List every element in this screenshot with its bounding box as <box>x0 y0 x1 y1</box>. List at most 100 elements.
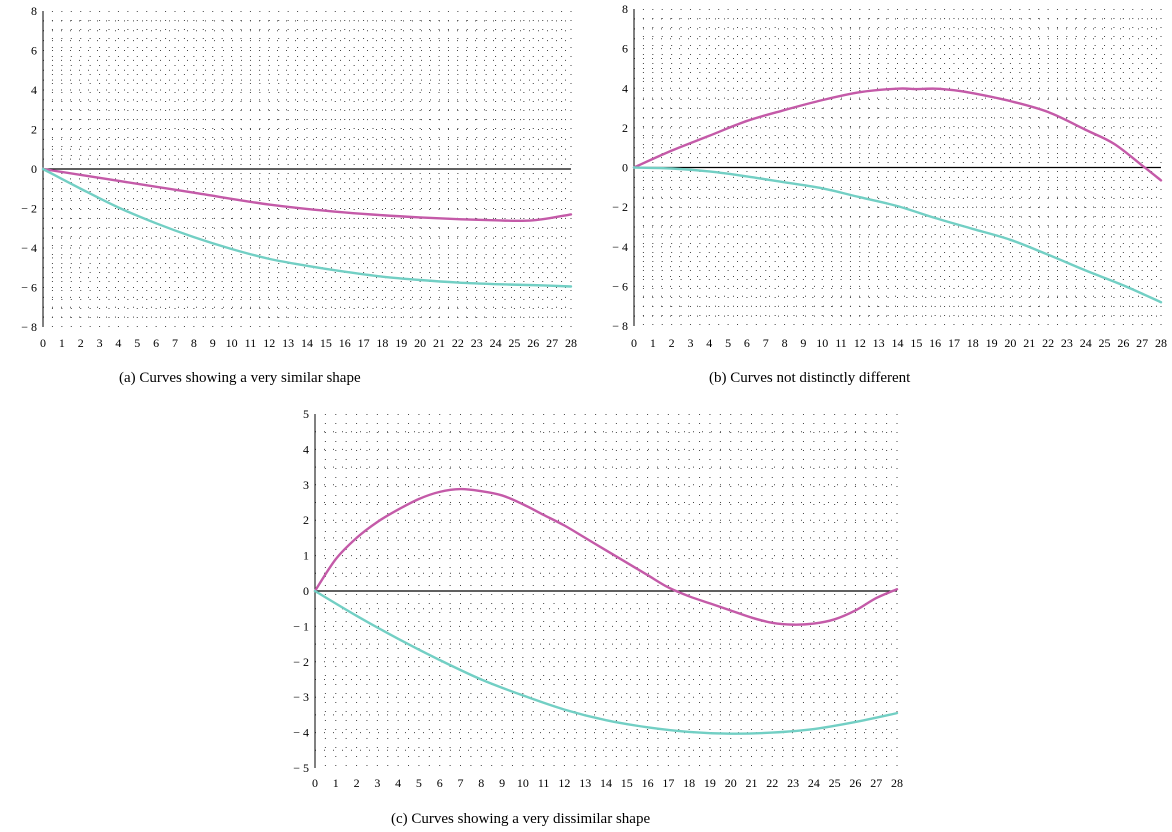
series-line-2 <box>632 166 1163 304</box>
x-tick-label: 1 <box>59 336 65 350</box>
x-tick-label: 22 <box>1042 336 1054 350</box>
series-line-1 <box>313 487 899 626</box>
y-tick-label: − 4 <box>21 241 37 255</box>
x-tick-label: 10 <box>226 336 238 350</box>
x-tick-label: 20 <box>1004 336 1016 350</box>
y-tick-label: 2 <box>303 513 309 527</box>
x-tick-label: 18 <box>683 776 695 790</box>
x-tick-label: 5 <box>134 336 140 350</box>
x-tick-label: 20 <box>725 776 737 790</box>
y-tick-label: − 8 <box>612 319 628 333</box>
y-tick-label: − 2 <box>21 202 37 216</box>
y-tick-label: − 2 <box>612 200 628 214</box>
x-tick-label: 25 <box>829 776 841 790</box>
x-tick-label: 14 <box>301 336 313 350</box>
x-tick-label: 10 <box>517 776 529 790</box>
y-tick-label: − 2 <box>293 655 309 669</box>
y-tick-label: 4 <box>303 442 309 456</box>
y-tick-label: − 3 <box>293 690 309 704</box>
y-tick-label: 0 <box>31 162 37 176</box>
x-tick-label: 17 <box>358 336 370 350</box>
x-tick-label: 24 <box>490 336 502 350</box>
series-line-2 <box>41 167 573 288</box>
x-tick-label: 8 <box>782 336 788 350</box>
x-tick-label: 19 <box>395 336 407 350</box>
y-tick-label: 4 <box>622 81 628 95</box>
x-tick-label: 3 <box>374 776 380 790</box>
x-tick-label: 26 <box>849 776 861 790</box>
y-tick-label: 6 <box>622 42 628 56</box>
x-tick-label: 27 <box>870 776 882 790</box>
x-tick-label: 16 <box>642 776 654 790</box>
x-tick-label: 15 <box>320 336 332 350</box>
x-tick-label: 23 <box>471 336 483 350</box>
y-tick-label: − 6 <box>21 281 37 295</box>
x-tick-label: 18 <box>967 336 979 350</box>
x-tick-label: 3 <box>97 336 103 350</box>
x-tick-label: 15 <box>910 336 922 350</box>
x-tick-label: 4 <box>395 776 401 790</box>
y-tick-label: 0 <box>303 584 309 598</box>
x-tick-label: 10 <box>816 336 828 350</box>
y-tick-label: 8 <box>31 4 37 18</box>
x-tick-label: 15 <box>621 776 633 790</box>
x-tick-label: 9 <box>800 336 806 350</box>
y-tick-label: 0 <box>622 161 628 175</box>
x-tick-label: 21 <box>433 336 445 350</box>
x-tick-label: 5 <box>725 336 731 350</box>
x-tick-label: 16 <box>929 336 941 350</box>
y-tick-label: 4 <box>31 83 37 97</box>
x-tick-label: 23 <box>1061 336 1073 350</box>
x-tick-label: 25 <box>508 336 520 350</box>
x-tick-label: 27 <box>1136 336 1148 350</box>
x-tick-label: 4 <box>115 336 121 350</box>
y-tick-label: − 6 <box>612 279 628 293</box>
x-tick-label: 23 <box>787 776 799 790</box>
x-tick-label: 7 <box>763 336 769 350</box>
x-tick-label: 25 <box>1099 336 1111 350</box>
x-tick-label: 28 <box>565 336 577 350</box>
x-tick-label: 12 <box>263 336 275 350</box>
x-tick-label: 2 <box>669 336 675 350</box>
y-tick-label: − 4 <box>293 726 309 740</box>
x-tick-label: 21 <box>746 776 758 790</box>
y-tick-label: − 1 <box>293 619 309 633</box>
chart-caption: (b) Curves not distinctly different <box>709 370 911 386</box>
x-tick-label: 0 <box>40 336 46 350</box>
x-tick-label: 6 <box>153 336 159 350</box>
x-tick-label: 1 <box>650 336 656 350</box>
x-tick-label: 4 <box>706 336 712 350</box>
x-tick-label: 14 <box>600 776 612 790</box>
x-tick-label: 17 <box>662 776 674 790</box>
x-tick-label: 5 <box>416 776 422 790</box>
y-tick-label: 8 <box>622 2 628 16</box>
x-tick-label: 6 <box>744 336 750 350</box>
x-tick-label: 8 <box>191 336 197 350</box>
y-tick-label: 2 <box>31 123 37 137</box>
y-tick-label: 2 <box>622 121 628 135</box>
x-tick-label: 1 <box>333 776 339 790</box>
x-tick-label: 11 <box>835 336 847 350</box>
x-tick-label: 19 <box>986 336 998 350</box>
x-tick-label: 12 <box>558 776 570 790</box>
series-line-1 <box>41 167 573 223</box>
x-tick-label: 26 <box>1117 336 1129 350</box>
x-tick-label: 3 <box>687 336 693 350</box>
y-tick-label: 6 <box>31 44 37 58</box>
x-tick-label: 17 <box>948 336 960 350</box>
series-line-1 <box>632 87 1163 182</box>
x-tick-label: 0 <box>631 336 637 350</box>
x-tick-label: 22 <box>452 336 464 350</box>
y-tick-label: − 4 <box>612 240 628 254</box>
x-tick-label: 11 <box>245 336 257 350</box>
x-tick-label: 2 <box>78 336 84 350</box>
x-tick-label: 11 <box>538 776 550 790</box>
x-tick-label: 16 <box>339 336 351 350</box>
x-tick-label: 19 <box>704 776 716 790</box>
x-tick-label: 22 <box>766 776 778 790</box>
y-tick-label: − 8 <box>21 320 37 334</box>
